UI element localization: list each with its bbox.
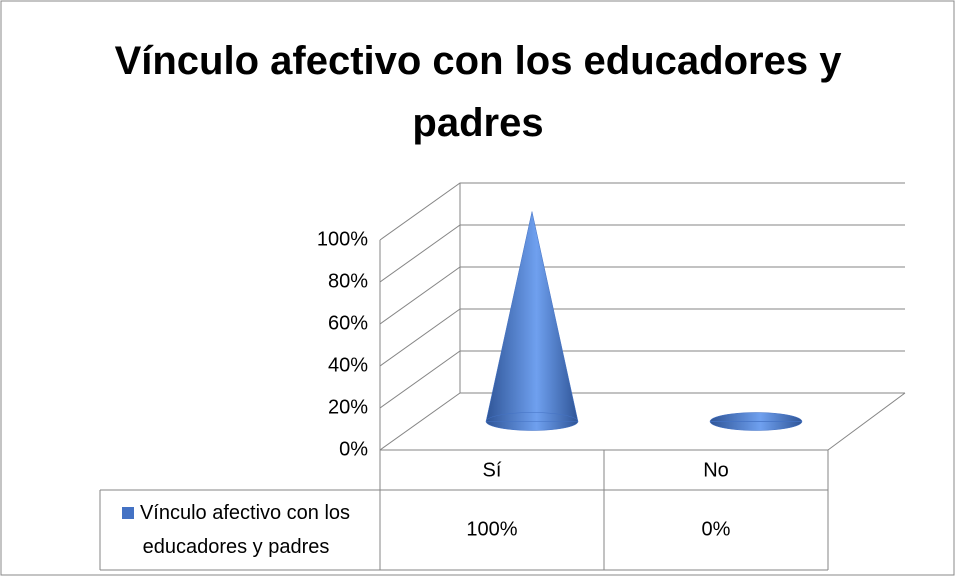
y-tick-label: 20% xyxy=(328,396,368,418)
grid-line xyxy=(379,392,905,451)
table-value: 100% xyxy=(466,518,517,540)
y-tick-label: 100% xyxy=(317,228,368,250)
grid-line xyxy=(379,308,905,367)
y-tick-label: 80% xyxy=(328,270,368,292)
legend-swatch xyxy=(121,507,134,519)
grid-line xyxy=(379,266,905,325)
legend-label: Vínculo afectivo con los educadores y pa… xyxy=(139,502,351,558)
chart-title: Vínculo afectivo con los educadores y pa… xyxy=(114,39,842,145)
legend: Vínculo afectivo con los educadores y pa… xyxy=(96,496,376,564)
category-label: Sí xyxy=(483,459,502,481)
floor-edge xyxy=(827,392,906,451)
cone xyxy=(709,412,803,431)
grid-line xyxy=(379,182,905,241)
grid-line xyxy=(379,224,905,283)
cone xyxy=(485,211,579,431)
y-tick-label: 40% xyxy=(328,354,368,376)
table-value: 0% xyxy=(702,518,731,540)
category-label: No xyxy=(703,459,729,481)
y-tick-label: 0% xyxy=(339,438,368,460)
y-tick-label: 60% xyxy=(328,312,368,334)
grid-line xyxy=(379,350,905,409)
